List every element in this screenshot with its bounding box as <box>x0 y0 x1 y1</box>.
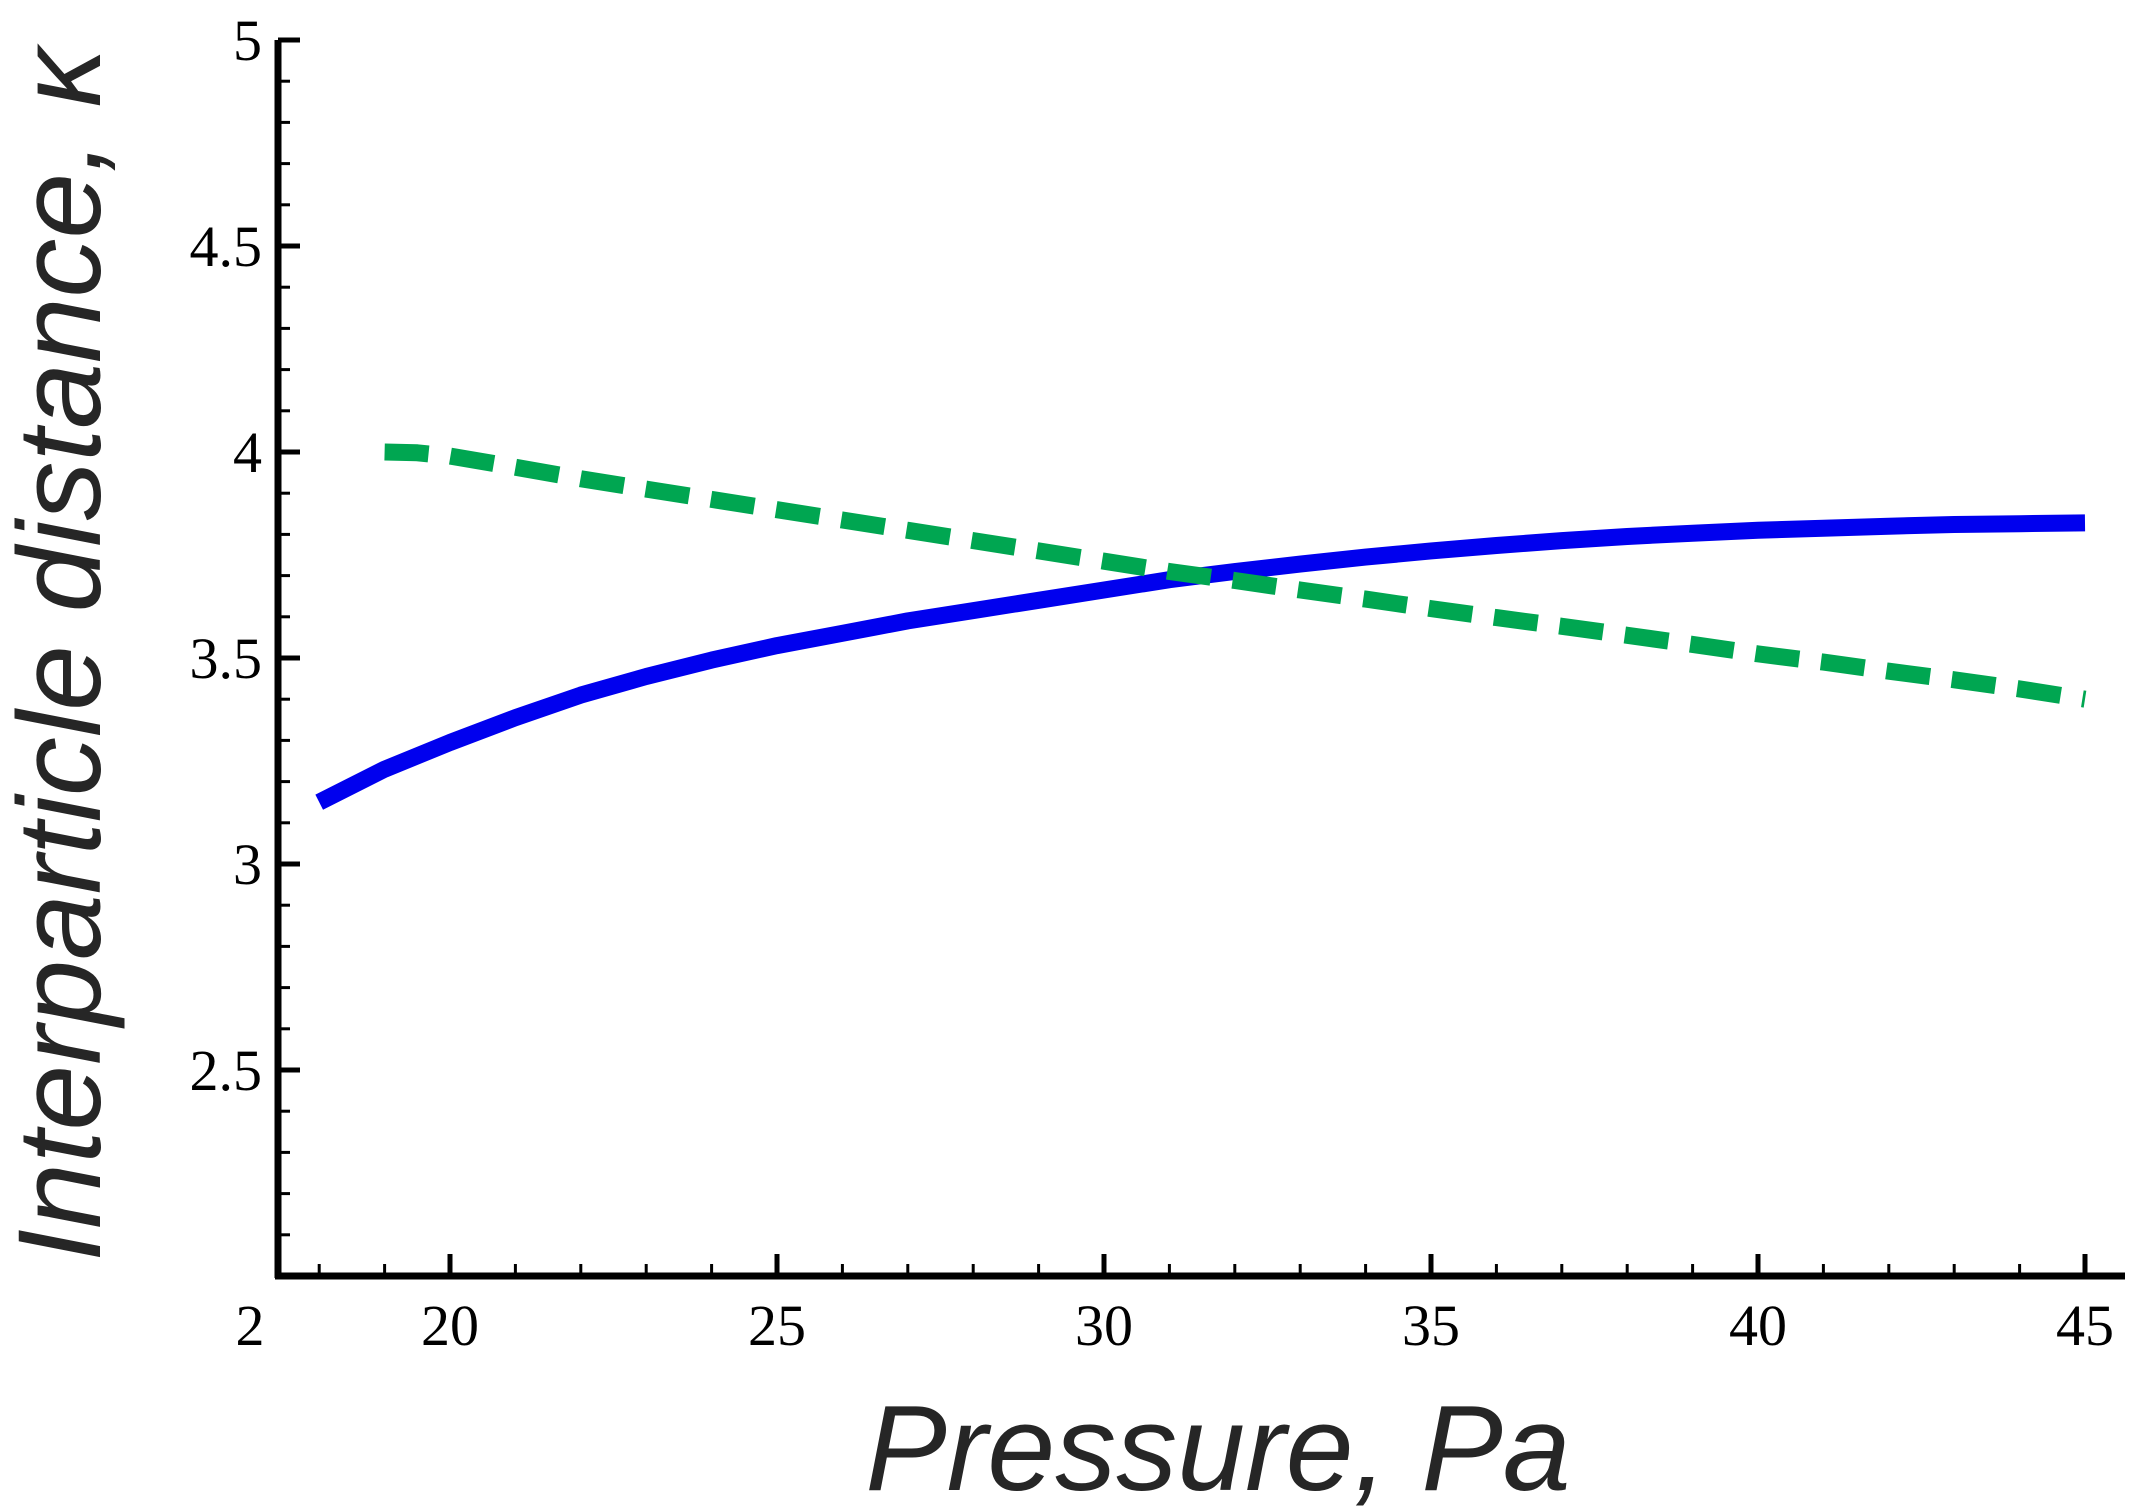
x-tick-label: 45 <box>2056 1293 2114 1358</box>
minor-ticks <box>278 79 2022 1276</box>
y-tick-label: 4.5 <box>190 214 263 279</box>
y-tick-label: 4 <box>233 420 262 485</box>
y-axis-title: Interparticle distance, κ <box>0 43 126 1261</box>
y-tick-label: 2.5 <box>190 1038 263 1103</box>
x-tick-label: 30 <box>1075 1293 1133 1358</box>
x-tick-label: 35 <box>1402 1293 1460 1358</box>
x-tick-label: 25 <box>748 1293 806 1358</box>
x-axis-title: Pressure, Pa <box>865 1380 1570 1512</box>
y-tick-label: 3.5 <box>190 626 263 691</box>
y-tick-label: 3 <box>233 832 262 897</box>
y-tick-label: 5 <box>233 8 262 73</box>
series-line-dashed <box>384 443 2087 708</box>
series-line-solid <box>315 514 2086 810</box>
x-tick-label: 20 <box>421 1293 479 1358</box>
ticks: 20 25 30 35 40 45 2.5 3 3.5 4 4.5 5 <box>190 8 2115 1358</box>
x-tick-label: 40 <box>1729 1293 1787 1358</box>
origin-label: 2 <box>236 1293 265 1358</box>
series-layer <box>315 443 2087 810</box>
